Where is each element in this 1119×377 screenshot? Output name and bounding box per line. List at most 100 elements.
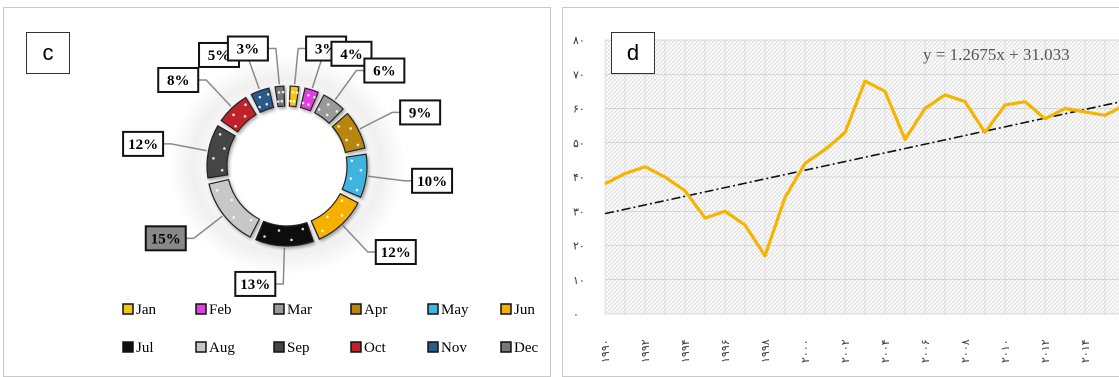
data-label-box xyxy=(399,99,442,126)
legend-swatch xyxy=(273,341,285,353)
data-label: 4% xyxy=(340,47,363,63)
y-tick-label: ۲۰ xyxy=(573,241,585,253)
legend-item: May xyxy=(441,302,469,318)
slice-texture-dot xyxy=(232,216,236,219)
slice-texture-dot xyxy=(243,115,247,118)
slice-texture-dot xyxy=(215,189,219,192)
slice-texture-dot xyxy=(258,95,262,99)
slice-texture-dot xyxy=(290,238,293,242)
data-label: 6% xyxy=(373,64,396,80)
legend-item: Mar xyxy=(287,302,312,318)
legend-swatch xyxy=(427,303,439,315)
slice-texture-dot xyxy=(340,214,344,217)
leader-line xyxy=(275,247,286,285)
legend-swatch xyxy=(500,303,512,315)
data-label-box xyxy=(374,239,417,266)
leader-line xyxy=(267,47,281,85)
data-label-box xyxy=(144,225,187,252)
legend-item: Nov xyxy=(441,340,467,356)
slice-texture-dot xyxy=(277,229,281,232)
panel-label-d: d xyxy=(611,32,655,74)
slice-texture-dot xyxy=(345,138,348,142)
slice-texture-dot xyxy=(232,113,235,117)
data-label: 10% xyxy=(417,174,447,190)
trendline-equation: y = 1.2675x + 31.033 xyxy=(923,45,1070,64)
donut-slice-aug xyxy=(208,178,261,238)
slice-texture-dot xyxy=(277,91,281,94)
data-label-box xyxy=(411,167,454,194)
slice-texture-dot xyxy=(326,215,329,219)
x-tick-label: ۱۹۹۰ xyxy=(600,339,612,363)
slice-texture-dot xyxy=(223,147,226,150)
legend-swatch xyxy=(350,341,362,353)
donut-slice-apr xyxy=(331,112,366,154)
slice-texture-dot xyxy=(307,103,310,106)
slice-texture-dot xyxy=(281,90,285,94)
slice-texture-dot xyxy=(291,90,295,94)
legend-swatch xyxy=(122,341,134,353)
x-tick-label: ۲۰۰۲ xyxy=(840,339,852,363)
slice-texture-dot xyxy=(326,103,330,106)
donut-slice-jan xyxy=(288,85,300,108)
x-tick-label: ۱۹۹۶ xyxy=(720,339,732,363)
slice-texture-dot xyxy=(313,95,316,99)
x-tick-label: ۱۹۹۴ xyxy=(680,339,692,363)
data-label: 13% xyxy=(240,277,270,293)
data-label: 3% xyxy=(237,42,260,58)
trendline xyxy=(604,101,1119,215)
legend-swatch xyxy=(500,341,512,353)
x-tick-label: ۱۹۹۲ xyxy=(640,339,652,363)
slice-texture-dot xyxy=(359,168,363,172)
line-chart: ۰ ۱۰ ۲۰ ۳۰ ۴۰ ۵۰ ۶۰ ۷۰ ۸۰ ۱۹۹۰ ۱۹۹۲ ۱۹۹۴ ۱۹۹۶ ۱۹۹۸ ۲۰… xyxy=(573,35,1119,363)
legend-item: Jul xyxy=(136,340,154,356)
line-chart-panel: ۰ ۱۰ ۲۰ ۳۰ ۴۰ ۵۰ ۶۰ ۷۰ ۸۰ ۱۹۹۰ ۱۹۹۲ ۱۹۹۴ ۱۹۹۶ ۱۹۹۸ ۲۰… xyxy=(562,7,1119,377)
slice-texture-dot xyxy=(307,93,310,97)
slice-texture-dot xyxy=(349,177,353,180)
leader-line xyxy=(368,175,413,182)
leader-line xyxy=(163,143,207,152)
y-tick-label: ۷۰ xyxy=(573,69,585,81)
slice-texture-dot xyxy=(335,110,339,113)
legend-item: Jan xyxy=(136,302,156,318)
donut-slice-mar xyxy=(313,94,344,125)
data-label: 9% xyxy=(409,105,432,121)
slice-texture-dot xyxy=(325,113,329,117)
data-label: 8% xyxy=(167,73,190,89)
x-tick-label: ۱۹۹۸ xyxy=(760,339,772,363)
legend-item: Sep xyxy=(287,340,310,356)
data-label-box xyxy=(157,66,200,93)
x-tick-label: ۲۰۱۰ xyxy=(1000,339,1012,363)
legend-swatch xyxy=(122,303,134,315)
slice-texture-dot xyxy=(244,103,247,107)
slice-texture-dot xyxy=(301,101,305,105)
x-tick-label: ۲۰۱۲ xyxy=(1040,339,1052,363)
slice-texture-dot xyxy=(263,235,266,238)
slice-texture-dot xyxy=(218,133,222,136)
x-tick-label: ۲۰۱۴ xyxy=(1080,339,1092,363)
legend-swatch xyxy=(195,303,207,315)
y-tick-label: ۱۰ xyxy=(573,275,585,287)
data-label-box xyxy=(363,57,406,84)
pie-chart-panel: c 3% 4% 6% 9% 10% 12% 13% 15% 12% 8% 5% 3% Jan Feb Ma… xyxy=(3,7,551,377)
data-label: 5% xyxy=(208,48,231,64)
x-tick-label: ۲۰۰۴ xyxy=(880,339,892,363)
leader-line xyxy=(198,79,232,107)
slice-texture-dot xyxy=(220,168,224,172)
legend-swatch xyxy=(273,303,285,315)
data-label: 15% xyxy=(151,231,181,247)
donut-chart: 3% 4%6%9%10%12%13%15%12%8%5% 3% Jan Feb Mar A… xyxy=(122,35,538,356)
slice-texture-dot xyxy=(289,99,292,103)
leader-line xyxy=(342,225,376,253)
slice-texture-dot xyxy=(317,108,321,111)
legend-item: Aug xyxy=(209,340,235,356)
leader-line xyxy=(185,215,223,240)
y-tick-label: ۸۰ xyxy=(573,35,585,47)
legend-swatch xyxy=(350,303,362,315)
donut-slice-jul xyxy=(255,220,315,247)
legend-swatch xyxy=(427,341,439,353)
slice-texture-dot xyxy=(321,229,324,233)
donut-slice-may xyxy=(341,153,368,198)
legend-item: Dec xyxy=(514,340,538,356)
y-tick-label: ۵۰ xyxy=(573,138,585,150)
data-label: 12% xyxy=(128,137,158,153)
